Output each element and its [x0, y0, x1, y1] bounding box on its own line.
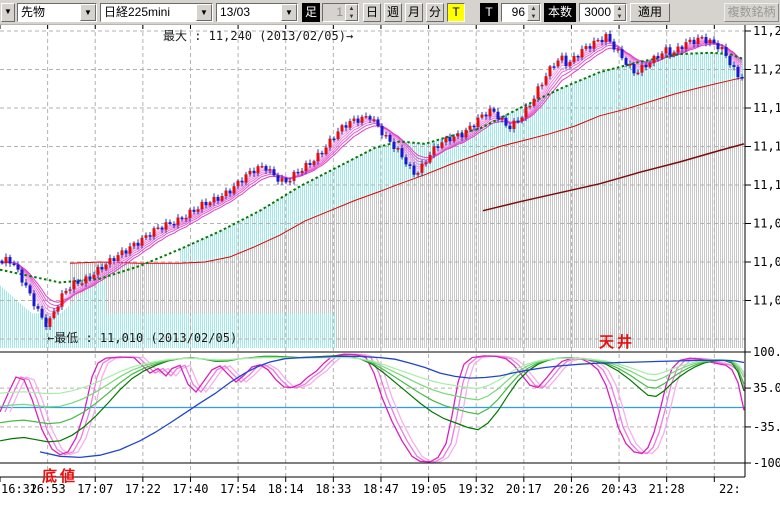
svg-text:20:17: 20:17 — [506, 482, 542, 496]
svg-text:35.00: 35.00 — [753, 381, 780, 395]
svg-text:19:05: 19:05 — [411, 482, 447, 496]
svg-text:11,210: 11,210 — [753, 63, 780, 77]
chevron-down-icon[interactable]: ▼ — [80, 4, 96, 21]
contract-select[interactable]: 13/03 ▼ — [216, 3, 298, 22]
symbol-select-value: 日経225mini — [104, 5, 171, 19]
svg-text:11,180: 11,180 — [753, 101, 780, 115]
svg-text:17:40: 17:40 — [172, 482, 208, 496]
svg-text:11,240: 11,240 — [753, 25, 780, 38]
multi-symbol-button: 複数銘柄 — [724, 3, 779, 22]
bar-label: 足 — [302, 3, 320, 22]
svg-text:-35.00: -35.00 — [753, 420, 780, 434]
bar-interval-value: 1 — [323, 4, 345, 21]
chart-area[interactable]: 11,240 11,210 11,180 11,150 11,120 11,090 11,0… — [0, 24, 780, 501]
bar-count-spinner[interactable]: 3000 ▲ ▼ — [579, 3, 627, 22]
svg-text:100.00: 100.00 — [753, 345, 780, 359]
apply-button[interactable]: 適用 — [630, 3, 670, 22]
bar-interval-spinner[interactable]: 1 ▲ ▼ — [322, 3, 359, 22]
contract-select-value: 13/03 — [220, 5, 251, 19]
tick-count-value: 96 — [511, 5, 525, 19]
svg-text:17:07: 17:07 — [77, 482, 113, 496]
svg-text:18:33: 18:33 — [315, 482, 351, 496]
bar-count-value: 3000 — [584, 5, 611, 19]
toolbar: ▼ 先物 ▼ 日経225mini ▼ 13/03 ▼ 足 1 ▲ ▼ 日 週 月 … — [0, 0, 780, 25]
chevron-down-icon[interactable]: ▼ — [281, 4, 297, 21]
svg-text:18:47: 18:47 — [363, 482, 399, 496]
svg-text:22:: 22: — [719, 482, 741, 496]
svg-text:18:14: 18:14 — [268, 482, 304, 496]
svg-text:17:22: 17:22 — [125, 482, 161, 496]
svg-text:11,150: 11,150 — [753, 140, 780, 154]
category-select[interactable]: 先物 ▼ — [17, 3, 97, 22]
count-label: 本数 — [544, 3, 576, 22]
period-day-button[interactable]: 日 — [363, 3, 381, 22]
svg-text:20:43: 20:43 — [601, 482, 637, 496]
svg-text:21:28: 21:28 — [649, 482, 685, 496]
svg-text:11,030: 11,030 — [753, 294, 780, 308]
svg-text:17:54: 17:54 — [220, 482, 256, 496]
price-chart-canvas[interactable]: 11,240 11,210 11,180 11,150 11,120 11,090 11,0… — [0, 24, 780, 501]
mini-dropdown-button[interactable]: ▼ — [1, 3, 15, 22]
tick-count-spinner[interactable]: 96 ▲ ▼ — [501, 3, 541, 22]
svg-text:11,090: 11,090 — [753, 217, 780, 231]
spinner-updown-icon[interactable]: ▲ ▼ — [613, 4, 626, 21]
period-month-button[interactable]: 月 — [405, 3, 423, 22]
tick-label: T — [480, 3, 498, 22]
spinner-updown-icon[interactable]: ▲ ▼ — [527, 4, 540, 21]
svg-text:16:53: 16:53 — [30, 482, 66, 496]
spinner-updown-icon[interactable]: ▲ ▼ — [345, 4, 358, 21]
svg-text:20:26: 20:26 — [553, 482, 589, 496]
svg-text:19:32: 19:32 — [458, 482, 494, 496]
symbol-select[interactable]: 日経225mini ▼ — [100, 3, 213, 22]
svg-text:11,060: 11,060 — [753, 255, 780, 269]
svg-text:11,120: 11,120 — [753, 178, 780, 192]
period-tick-button[interactable]: T — [447, 3, 465, 22]
period-week-button[interactable]: 週 — [384, 3, 402, 22]
period-minute-button[interactable]: 分 — [426, 3, 444, 22]
chevron-down-icon[interactable]: ▼ — [196, 4, 212, 21]
svg-text:-100.00: -100.00 — [753, 456, 780, 470]
svg-text:16:32: 16:32 — [1, 482, 37, 496]
category-select-value: 先物 — [21, 5, 46, 19]
